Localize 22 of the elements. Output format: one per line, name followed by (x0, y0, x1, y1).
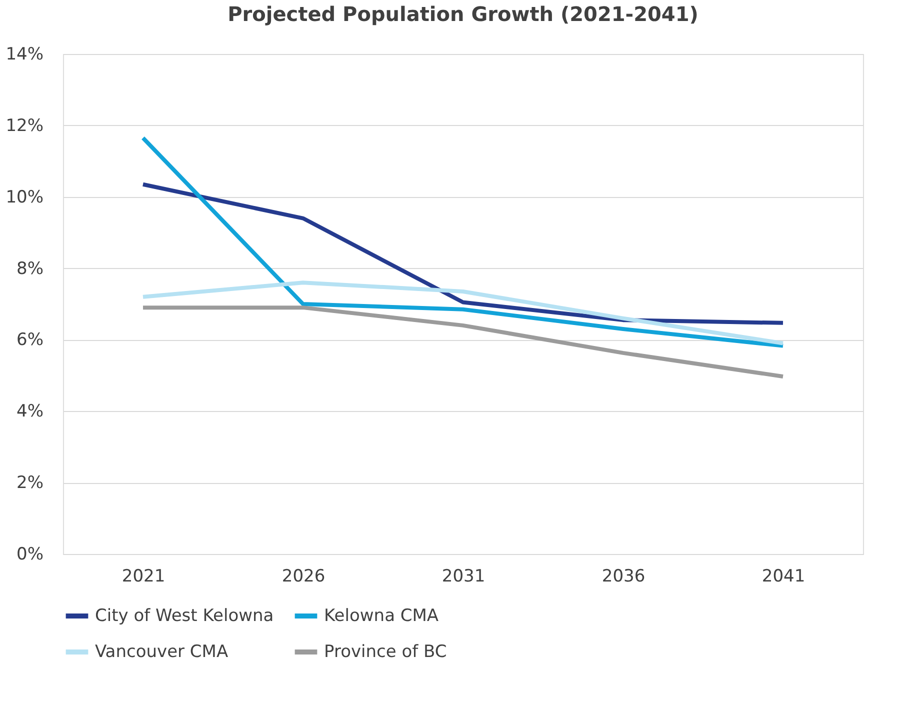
x-tick-label: 2031 (442, 566, 486, 586)
line-series (141, 182, 785, 325)
line-series (141, 136, 785, 348)
x-tick-label: 2026 (282, 566, 326, 586)
legend-label: Province of BC (324, 642, 447, 662)
x-tick-label: 2021 (122, 566, 166, 586)
legend-label: Kelowna CMA (324, 606, 439, 626)
y-tick-label: 2% (16, 473, 44, 494)
legend-label: City of West Kelowna (95, 606, 274, 626)
chart-title: Projected Population Growth (2021-2041) (228, 2, 698, 26)
legend-label: Vancouver CMA (95, 642, 228, 662)
y-tick-label: 12% (6, 116, 44, 136)
y-tick-label: 4% (16, 402, 44, 422)
x-tick-label: 2041 (762, 566, 806, 586)
x-tick-label: 2036 (602, 566, 646, 586)
y-tick-label: 14% (6, 44, 44, 64)
y-tick-label: 10% (6, 187, 44, 208)
y-tick-label: 6% (16, 330, 44, 350)
y-tick-label: 0% (16, 544, 44, 564)
line-series (141, 280, 785, 346)
y-tick-label: 8% (16, 258, 44, 279)
line-series (141, 306, 785, 378)
